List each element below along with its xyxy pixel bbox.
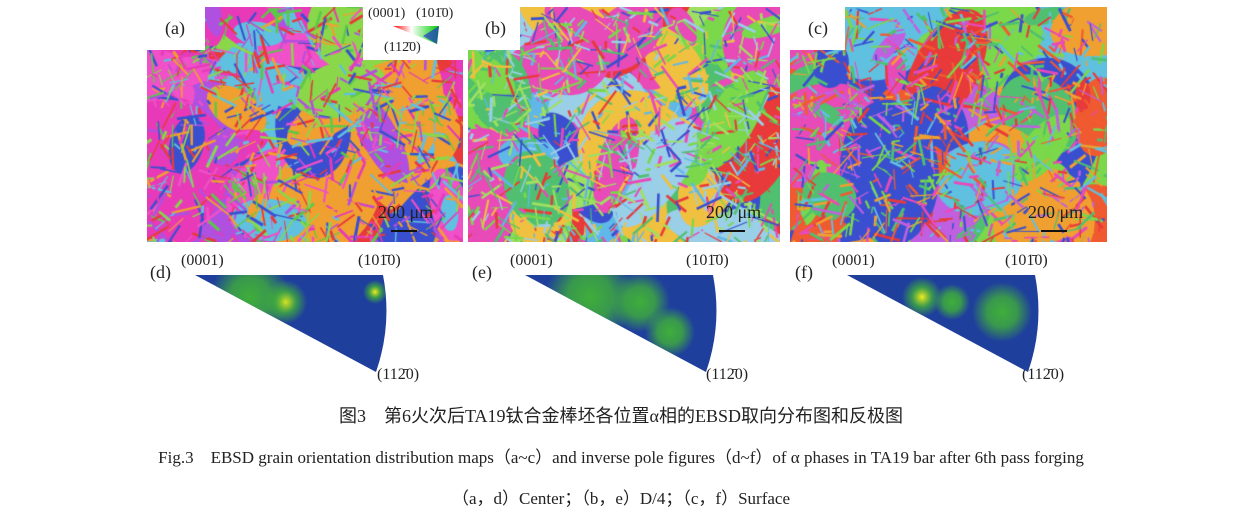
ipf-pole-1120: (112̄0) xyxy=(1022,366,1065,383)
scale-bar-a xyxy=(391,230,417,232)
ipf-pole-1010: (101̄0) xyxy=(358,252,401,269)
panel-label-c: (c) xyxy=(808,18,828,38)
scale-bar-label-c: 200 μm xyxy=(1028,202,1084,222)
panel-label-b: (b) xyxy=(485,18,506,38)
ipf-pole-1010: (101̄0) xyxy=(686,252,729,269)
ipf-pole-0001: (0001) xyxy=(510,252,553,269)
caption-english: Fig.3 EBSD grain orientation distributio… xyxy=(158,448,1084,467)
scale-bar-c xyxy=(1041,230,1067,232)
ipf-pole-1120: (112̄0) xyxy=(377,366,420,383)
caption-subpanels: （a，d）Center；（b，e）D/4；（c，f）Surface xyxy=(451,489,791,508)
panel-label-d: (d) xyxy=(150,262,171,282)
legend-0001: (0001) xyxy=(368,6,406,21)
ipf-density-blob xyxy=(610,275,670,332)
ipf-pole-0001: (0001) xyxy=(832,252,875,269)
color-key-triangle xyxy=(393,26,439,44)
panel-label-f: (f) xyxy=(795,262,813,282)
scale-bar-b xyxy=(719,230,745,232)
caption-chinese: 图3 第6火次后TA19钛合金棒坯各位置α相的EBSD取向分布图和反极图 xyxy=(339,406,903,426)
scale-bar-label-a: 200 μm xyxy=(378,202,434,222)
ipf-density-blob xyxy=(210,275,290,337)
inverse-pole-figure-f xyxy=(847,275,1039,372)
panel-label-e: (e) xyxy=(472,262,492,282)
ipf-pole-1120: (112̄0) xyxy=(706,366,749,383)
inverse-pole-figure-e xyxy=(525,275,717,372)
inverse-pole-figure-d xyxy=(195,275,387,372)
notch xyxy=(790,0,845,50)
legend-1010: (101̄0) xyxy=(416,6,454,21)
panel-label-a: (a) xyxy=(165,18,185,38)
ipf-density-blob xyxy=(363,280,387,304)
notch xyxy=(147,0,205,50)
ipf-pole-0001: (0001) xyxy=(181,252,224,269)
ipf-density-blob xyxy=(972,282,1032,342)
scale-bar-label-b: 200 μm xyxy=(706,202,762,222)
ipf-pole-1010: (101̄0) xyxy=(1005,252,1048,269)
notch xyxy=(468,0,520,50)
ebsd-map-d4 xyxy=(468,7,780,242)
ipf-density-blob xyxy=(934,284,970,320)
legend-1120: (112̄0) xyxy=(384,40,421,55)
ipf-density-blob xyxy=(902,277,942,317)
